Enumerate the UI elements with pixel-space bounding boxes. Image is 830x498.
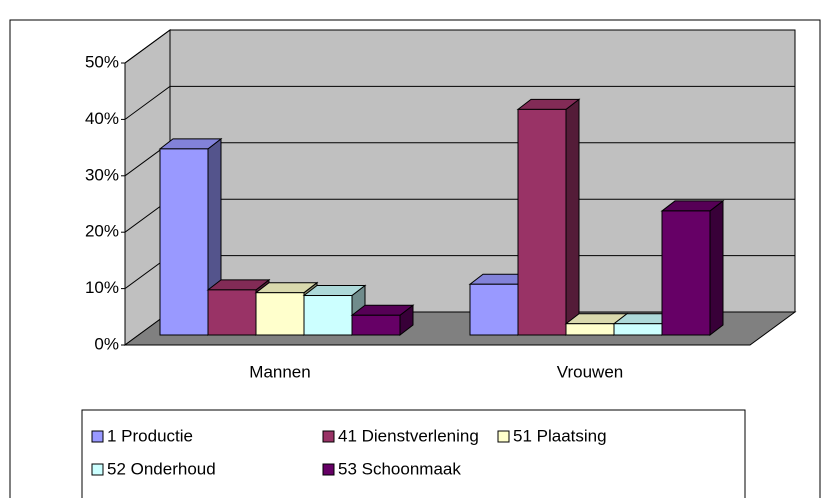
- y-tick-label: 30%: [85, 165, 119, 184]
- bar-top-shade: [160, 138, 221, 149]
- bar: [159, 148, 209, 336]
- bar-top-shade: [518, 99, 579, 110]
- legend-swatch: [497, 430, 510, 443]
- grid-line: [124, 29, 795, 64]
- bar-top-shade: [352, 305, 413, 316]
- y-tick-label: 50%: [85, 52, 119, 71]
- y-tick-label: 10%: [85, 278, 119, 297]
- legend-label: 41 Dienstverlening: [338, 426, 479, 445]
- legend-label: 53 Schoonmaak: [338, 459, 461, 478]
- legend-swatch: [91, 463, 104, 476]
- bar: [661, 210, 711, 336]
- bar: [613, 323, 663, 336]
- y-tick-label: 20%: [85, 222, 119, 241]
- bar: [303, 295, 353, 336]
- legend-swatch: [322, 463, 335, 476]
- bar-side-shade: [710, 200, 723, 335]
- y-tick-label: 40%: [85, 109, 119, 128]
- bar-top-shade: [662, 200, 723, 211]
- legend-label: 1 Productie: [107, 426, 193, 445]
- legend: [81, 409, 746, 498]
- y-tick-label: 0%: [94, 334, 119, 353]
- bar-top-shade: [614, 313, 675, 324]
- legend-swatch: [91, 430, 104, 443]
- x-tick-label: Vrouwen: [557, 362, 623, 381]
- legend-label: 51 Plaatsing: [513, 426, 607, 445]
- bar-top-shade: [470, 274, 531, 285]
- bar-top-shade: [256, 282, 317, 293]
- bar: [469, 283, 519, 336]
- bar: [351, 314, 401, 336]
- legend-swatch: [322, 430, 335, 443]
- bar: [207, 289, 257, 336]
- bar-side-shade: [566, 99, 579, 336]
- x-tick-label: Mannen: [249, 362, 310, 381]
- bar: [565, 323, 615, 336]
- bar-top-shade: [304, 285, 365, 296]
- bar: [255, 292, 305, 336]
- legend-label: 52 Onderhoud: [107, 459, 216, 478]
- bar-top-shade: [208, 279, 269, 290]
- bar: [517, 108, 567, 336]
- bar-side-shade: [400, 305, 413, 335]
- bar-top-shade: [566, 313, 627, 324]
- grid-line: [124, 85, 795, 120]
